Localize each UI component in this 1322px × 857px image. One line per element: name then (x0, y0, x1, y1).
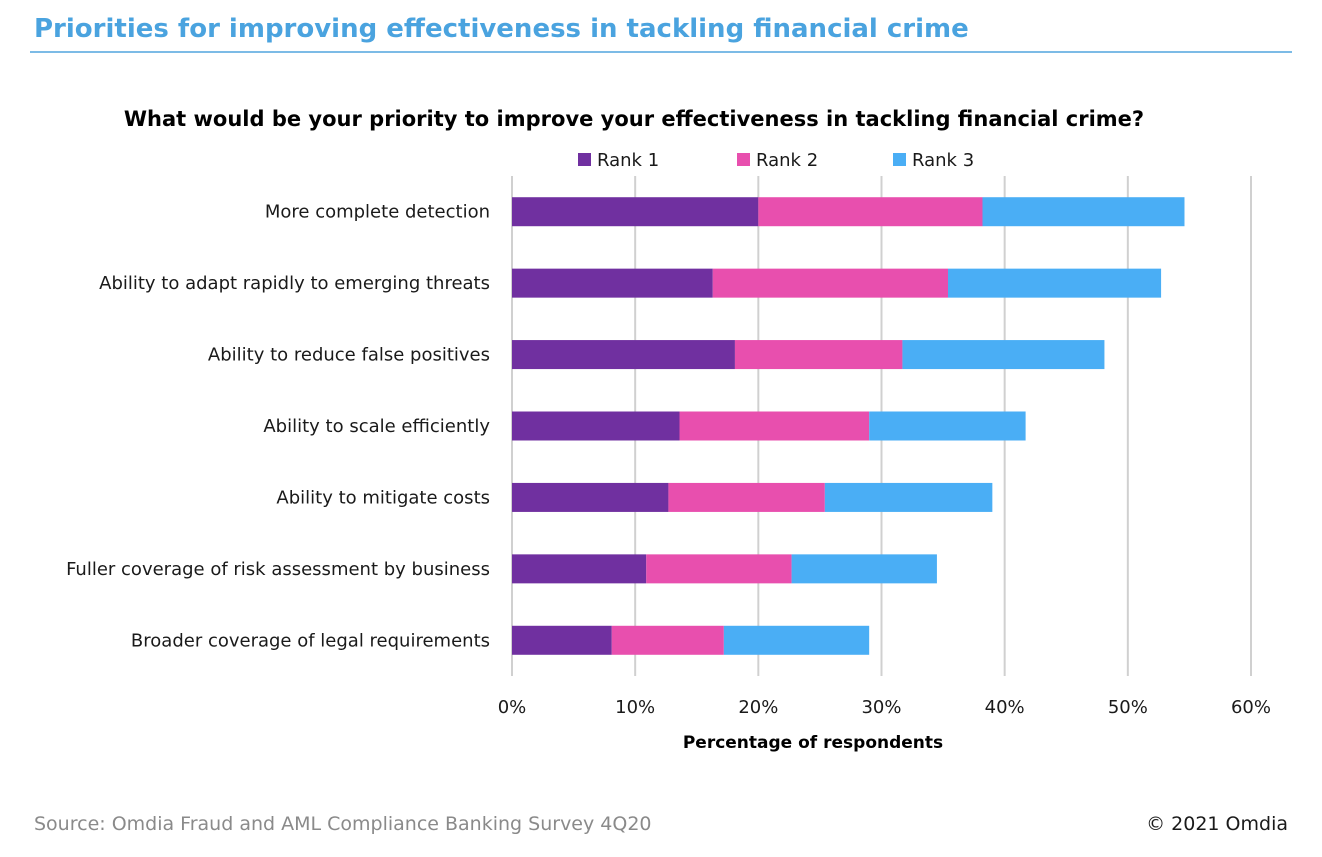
x-tick-label: 0% (498, 697, 527, 718)
x-tick-label: 40% (985, 697, 1025, 718)
category-labels: More complete detection Ability to adapt … (66, 202, 490, 652)
bar-segment-rank-3 (948, 268, 1162, 298)
bar-segment-rank-2 (679, 411, 870, 441)
x-axis-title: Percentage of respondents (683, 733, 943, 753)
category-label: Broader coverage of legal requirements (131, 630, 490, 651)
bar-segment-rank-1 (512, 340, 735, 370)
chart-bars (512, 197, 1185, 655)
bar-segment-rank-1 (512, 411, 680, 441)
header-divider (30, 51, 1292, 53)
category-label: Ability to reduce false positives (208, 345, 490, 366)
category-label: Ability to scale efficiently (263, 416, 490, 437)
x-tick-label: 30% (861, 697, 901, 718)
bar-segment-rank-3 (982, 197, 1185, 227)
legend-swatch (737, 153, 750, 166)
legend-swatch (578, 153, 591, 166)
bar-segment-rank-1 (512, 554, 647, 584)
category-label: Fuller coverage of risk assessment by bu… (66, 559, 490, 580)
category-label: More complete detection (265, 202, 490, 223)
bar-segment-rank-1 (512, 268, 713, 298)
x-tick-label: 10% (615, 697, 655, 718)
x-tick-label: 50% (1108, 697, 1148, 718)
copyright-note: © 2021 Omdia (1146, 813, 1288, 835)
legend-label: Rank 2 (756, 150, 818, 171)
bar-segment-rank-3 (902, 340, 1105, 370)
bar-segment-rank-2 (712, 268, 949, 298)
x-tick-label: 60% (1231, 697, 1271, 718)
chart-legend: Rank 1 Rank 2 Rank 3 (578, 150, 974, 171)
bar-segment-rank-2 (734, 340, 903, 370)
bar-segment-rank-1 (512, 197, 759, 227)
legend-swatch (893, 153, 906, 166)
chart-title: What would be your priority to improve y… (124, 107, 1144, 131)
category-label: Ability to mitigate costs (276, 487, 490, 508)
legend-label: Rank 3 (912, 150, 974, 171)
bar-segment-rank-2 (611, 625, 724, 655)
x-tick-label: 20% (738, 697, 778, 718)
x-axis-ticks: 0% 10% 20% 30% 40% 50% 60% (498, 697, 1271, 718)
page-title: Priorities for improving effectiveness i… (34, 14, 969, 44)
bar-segment-rank-2 (668, 482, 825, 512)
bar-segment-rank-2 (758, 197, 983, 227)
bar-segment-rank-3 (791, 554, 937, 584)
bar-segment-rank-3 (824, 482, 993, 512)
bar-segment-rank-2 (646, 554, 792, 584)
legend-label: Rank 1 (597, 150, 659, 171)
category-label: Ability to adapt rapidly to emerging thr… (99, 273, 490, 294)
bar-segment-rank-3 (723, 625, 870, 655)
bar-segment-rank-3 (869, 411, 1026, 441)
bar-segment-rank-1 (512, 482, 669, 512)
bar-segment-rank-1 (512, 625, 612, 655)
chart-grid (511, 176, 1252, 676)
source-note: Source: Omdia Fraud and AML Compliance B… (34, 813, 652, 835)
